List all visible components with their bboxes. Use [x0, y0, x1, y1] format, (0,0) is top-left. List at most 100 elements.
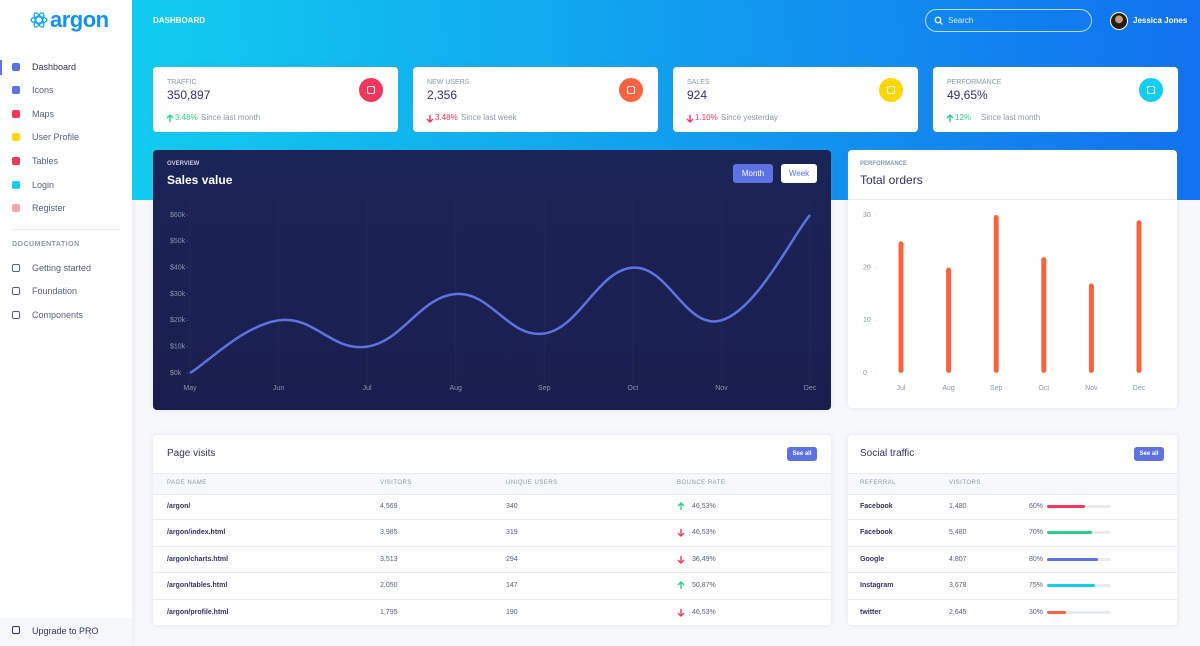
table-cell: 50,87% [692, 581, 716, 589]
nav-item[interactable]: Icons [32, 84, 54, 95]
nav-item[interactable]: Maps [32, 108, 55, 119]
trend-arrow [677, 580, 685, 589]
stat-icon [1139, 78, 1163, 102]
trend-arrow [677, 555, 685, 564]
nav-item[interactable]: Register [32, 202, 66, 213]
icon [166, 113, 174, 122]
x-tick-label: Jun [273, 385, 284, 392]
chart-title: Total orders [860, 173, 923, 187]
stat-icon-glyph [367, 86, 375, 94]
x-tick-label: Sep [538, 385, 551, 392]
period-button[interactable]: Week [781, 164, 817, 183]
progress-bar [1047, 505, 1086, 508]
sales-line [189, 214, 811, 375]
visitor-count: 3,678 [949, 581, 967, 589]
search-placeholder: Search [948, 16, 974, 25]
icon [934, 16, 943, 25]
avatar[interactable] [1110, 12, 1128, 30]
page-visits-card: Page visits See all PAGE NAME VISITORS UNIQU… [153, 435, 831, 625]
nav-icon [12, 63, 20, 71]
x-tick-label: Dec [804, 385, 817, 392]
nav-item[interactable]: Login [32, 179, 55, 190]
y-tick-label: $0k [170, 370, 182, 377]
visitor-count: 1,480 [949, 502, 967, 510]
trend-arrow [686, 114, 694, 123]
table-cell: 4,569 [380, 502, 398, 510]
stat-change: 1.10% [695, 113, 718, 122]
stat-change: 3.48% [435, 113, 458, 122]
icon [677, 608, 685, 617]
table-cell: 1,795 [380, 608, 398, 616]
period-button[interactable]: Month [733, 164, 773, 183]
progress-bar [1047, 611, 1067, 614]
bar-chart: 0 10 20 30 Jul Aug Sep Oct Nov Dec [863, 212, 1146, 392]
stat-label: PERFORMANCE [947, 78, 1002, 86]
period-button-label: Month [741, 168, 765, 178]
social-traffic-card: Social traffic See all REFERRAL VISITORS Fac… [848, 435, 1177, 625]
table-cell: 319 [506, 528, 518, 536]
progress-track [1047, 611, 1111, 614]
visitor-count: 5,480 [949, 528, 967, 536]
x-tick-label: Oct [627, 385, 638, 392]
table-cell: 46,53% [692, 502, 716, 510]
upgrade-icon [12, 626, 20, 634]
nav-icon [12, 133, 20, 141]
search-icon [934, 16, 942, 24]
sidebar: argon Dashboard Icons Maps User Profile Table… [0, 0, 132, 646]
stat-since: Since yesterday [721, 113, 778, 122]
progress-track [1047, 558, 1111, 561]
icon [677, 501, 685, 510]
see-all-button[interactable]: See all [1134, 447, 1164, 461]
section-heading: DOCUMENTATION [12, 240, 80, 248]
stat-value: 49,65% [947, 88, 988, 102]
progress-track [1047, 584, 1111, 587]
x-tick-label: Oct [1038, 385, 1049, 392]
y-tick-label: $60k [170, 212, 186, 219]
see-all-button[interactable]: See all [787, 447, 817, 461]
nav-icon [12, 157, 20, 165]
upgrade-link[interactable]: Upgrade to PRO [32, 625, 99, 636]
doc-item[interactable]: Components [32, 309, 84, 320]
x-tick-label: Nov [715, 385, 728, 392]
x-tick-label: Dec [1133, 385, 1146, 392]
stat-card: PERFORMANCE 49,65% 12% Since last month [933, 67, 1178, 132]
user-name[interactable]: Jessica Jones [1133, 16, 1188, 25]
y-tick-label: $50k [170, 238, 186, 245]
table-cell: 190 [506, 608, 518, 616]
search-icon [939, 21, 943, 25]
trend-arrow [166, 113, 174, 122]
visitor-count: 4,807 [949, 555, 967, 563]
stat-icon [879, 78, 903, 102]
referral-name: Facebook [860, 528, 893, 536]
y-tick-label: $40k [170, 265, 186, 272]
period-button-label: Week [788, 168, 810, 178]
nav-item[interactable]: Tables [32, 155, 59, 166]
see-all-label: See all [1139, 451, 1159, 457]
icon [677, 555, 685, 564]
brand: argon [50, 7, 109, 32]
stat-since: Since last month [201, 113, 261, 122]
line-chart-card: OVERVIEW Sales value Month Week $0k $10k $20k $… [153, 150, 831, 410]
icon [30, 12, 48, 28]
stat-card: SALES 924 1.10% Since yesterday [673, 67, 918, 132]
card-divider [848, 199, 1177, 200]
logo-orbit [33, 12, 45, 28]
nav-item[interactable]: User Profile [32, 131, 80, 142]
table-cell: 46,53% [692, 528, 716, 536]
progress-bar [1047, 584, 1095, 587]
nav-item[interactable]: Dashboard [32, 61, 77, 72]
table-cell: 3,985 [380, 528, 398, 536]
x-tick-label: Aug [942, 385, 955, 392]
search-box[interactable]: Search [925, 9, 1092, 32]
see-all-label: See all [792, 451, 812, 457]
trend-arrow [677, 501, 685, 510]
x-tick-label: Jul [363, 385, 372, 392]
icon [677, 528, 685, 537]
doc-item[interactable]: Getting started [32, 262, 92, 273]
column-header: UNIQUE USERS [506, 480, 558, 486]
active-indicator [0, 60, 2, 75]
table-cell: 340 [506, 502, 518, 510]
doc-item[interactable]: Foundation [32, 285, 78, 296]
upgrade-row [0, 618, 132, 646]
stat-value: 350,897 [167, 88, 211, 102]
